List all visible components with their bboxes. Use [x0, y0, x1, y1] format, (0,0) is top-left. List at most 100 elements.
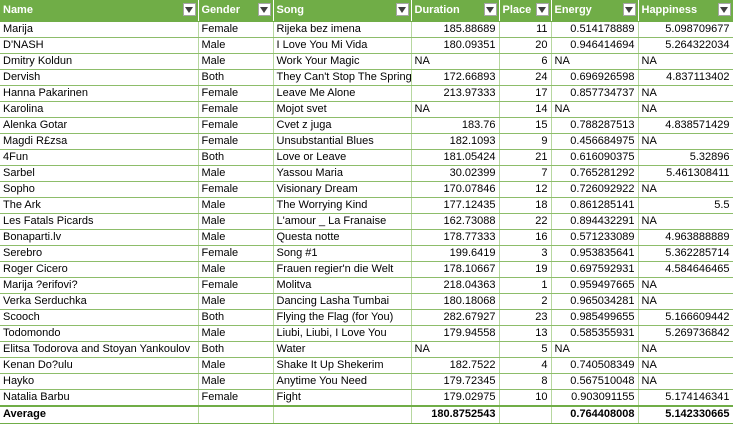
cell-happiness[interactable]: NA: [638, 341, 733, 357]
cell-energy[interactable]: 0.788287513: [551, 117, 638, 133]
cell-energy[interactable]: 0.894432291: [551, 213, 638, 229]
cell-place[interactable]: 8: [499, 373, 551, 389]
cell-duration[interactable]: 180.18068: [411, 293, 499, 309]
cell-happiness[interactable]: 4.838571429: [638, 117, 733, 133]
cell-happiness[interactable]: 5.269736842: [638, 325, 733, 341]
cell-name[interactable]: Dervish: [0, 69, 198, 85]
cell-duration[interactable]: 180.09351: [411, 37, 499, 53]
filter-dropdown-icon[interactable]: [718, 3, 731, 16]
cell-energy[interactable]: 0.585355931: [551, 325, 638, 341]
cell-energy[interactable]: 0.985499655: [551, 309, 638, 325]
cell-gender[interactable]: Both: [198, 69, 273, 85]
cell-song[interactable]: Mojot svet: [273, 101, 411, 117]
cell-gender[interactable]: Female: [198, 245, 273, 261]
filter-dropdown-icon[interactable]: [396, 3, 409, 16]
cell-place[interactable]: 9: [499, 133, 551, 149]
cell-place[interactable]: 1: [499, 277, 551, 293]
cell-gender[interactable]: Male: [198, 293, 273, 309]
cell-happiness[interactable]: 4.837113402: [638, 69, 733, 85]
cell-song[interactable]: Liubi, Liubi, I Love You: [273, 325, 411, 341]
cell-name[interactable]: Verka Serduchka: [0, 293, 198, 309]
cell-song[interactable]: Anytime You Need: [273, 373, 411, 389]
cell-place[interactable]: 16: [499, 229, 551, 245]
filter-dropdown-icon[interactable]: [623, 3, 636, 16]
cell-name[interactable]: 4Fun: [0, 149, 198, 165]
cell-gender[interactable]: Female: [198, 389, 273, 406]
cell-song[interactable]: Rijeka bez imena: [273, 21, 411, 37]
cell-duration[interactable]: 172.66893: [411, 69, 499, 85]
cell-song[interactable]: Unsubstantial Blues: [273, 133, 411, 149]
cell-happiness[interactable]: 5.098709677: [638, 21, 733, 37]
cell-duration[interactable]: 185.88689: [411, 21, 499, 37]
cell-energy[interactable]: 0.946414694: [551, 37, 638, 53]
column-header-energy[interactable]: Energy: [551, 0, 638, 21]
cell-happiness[interactable]: NA: [638, 181, 733, 197]
cell-energy[interactable]: 0.959497665: [551, 277, 638, 293]
cell-duration[interactable]: 178.77333: [411, 229, 499, 245]
cell-happiness[interactable]: NA: [638, 85, 733, 101]
cell-name[interactable]: Roger Cicero: [0, 261, 198, 277]
cell-name[interactable]: Scooch: [0, 309, 198, 325]
cell-duration[interactable]: 179.02975: [411, 389, 499, 406]
cell-energy[interactable]: 0.903091155: [551, 389, 638, 406]
cell-song[interactable]: Shake It Up Shekerim: [273, 357, 411, 373]
cell-energy[interactable]: NA: [551, 53, 638, 69]
column-header-gender[interactable]: Gender: [198, 0, 273, 21]
cell-gender[interactable]: Male: [198, 213, 273, 229]
cell-song[interactable]: Leave Me Alone: [273, 85, 411, 101]
cell-name[interactable]: Serebro: [0, 245, 198, 261]
cell-song[interactable]: I Love You Mi Vida: [273, 37, 411, 53]
cell-song[interactable]: L'amour _ La Franaise: [273, 213, 411, 229]
cell-duration[interactable]: NA: [411, 341, 499, 357]
cell-energy[interactable]: 0.857734737: [551, 85, 638, 101]
cell-happiness[interactable]: NA: [638, 277, 733, 293]
cell-place[interactable]: 4: [499, 357, 551, 373]
cell-song[interactable]: Questa notte: [273, 229, 411, 245]
cell-place[interactable]: 20: [499, 37, 551, 53]
cell-duration[interactable]: 183.76: [411, 117, 499, 133]
cell-energy[interactable]: 0.726092922: [551, 181, 638, 197]
cell-energy[interactable]: 0.765281292: [551, 165, 638, 181]
cell-place[interactable]: 18: [499, 197, 551, 213]
average-gender[interactable]: [198, 406, 273, 424]
cell-place[interactable]: 5: [499, 341, 551, 357]
cell-energy[interactable]: 0.696926598: [551, 69, 638, 85]
cell-song[interactable]: Water: [273, 341, 411, 357]
cell-gender[interactable]: Male: [198, 261, 273, 277]
cell-happiness[interactable]: 5.32896: [638, 149, 733, 165]
cell-happiness[interactable]: 4.584646465: [638, 261, 733, 277]
cell-duration[interactable]: 179.94558: [411, 325, 499, 341]
cell-energy[interactable]: NA: [551, 341, 638, 357]
cell-place[interactable]: 13: [499, 325, 551, 341]
cell-place[interactable]: 6: [499, 53, 551, 69]
cell-duration[interactable]: 182.7522: [411, 357, 499, 373]
cell-duration[interactable]: 170.07846: [411, 181, 499, 197]
column-header-place[interactable]: Place: [499, 0, 551, 21]
cell-song[interactable]: Molitva: [273, 277, 411, 293]
cell-energy[interactable]: 0.965034281: [551, 293, 638, 309]
cell-energy[interactable]: 0.571233089: [551, 229, 638, 245]
cell-gender[interactable]: Both: [198, 309, 273, 325]
cell-name[interactable]: Magdi R£zsa: [0, 133, 198, 149]
cell-song[interactable]: The Worrying Kind: [273, 197, 411, 213]
cell-gender[interactable]: Male: [198, 229, 273, 245]
average-place[interactable]: [499, 406, 551, 424]
column-header-name[interactable]: Name: [0, 0, 198, 21]
filter-dropdown-icon[interactable]: [183, 3, 196, 16]
cell-name[interactable]: Marija: [0, 21, 198, 37]
cell-gender[interactable]: Female: [198, 21, 273, 37]
cell-song[interactable]: Yassou Maria: [273, 165, 411, 181]
cell-song[interactable]: Song #1: [273, 245, 411, 261]
cell-song[interactable]: Frauen regier'n die Welt: [273, 261, 411, 277]
cell-gender[interactable]: Both: [198, 341, 273, 357]
cell-name[interactable]: Bonaparti.lv: [0, 229, 198, 245]
cell-happiness[interactable]: 5.362285714: [638, 245, 733, 261]
cell-gender[interactable]: Male: [198, 53, 273, 69]
cell-name[interactable]: Sarbel: [0, 165, 198, 181]
cell-happiness[interactable]: 5.264322034: [638, 37, 733, 53]
cell-duration[interactable]: 162.73088: [411, 213, 499, 229]
cell-duration[interactable]: 178.10667: [411, 261, 499, 277]
cell-place[interactable]: 3: [499, 245, 551, 261]
cell-place[interactable]: 11: [499, 21, 551, 37]
cell-happiness[interactable]: NA: [638, 213, 733, 229]
